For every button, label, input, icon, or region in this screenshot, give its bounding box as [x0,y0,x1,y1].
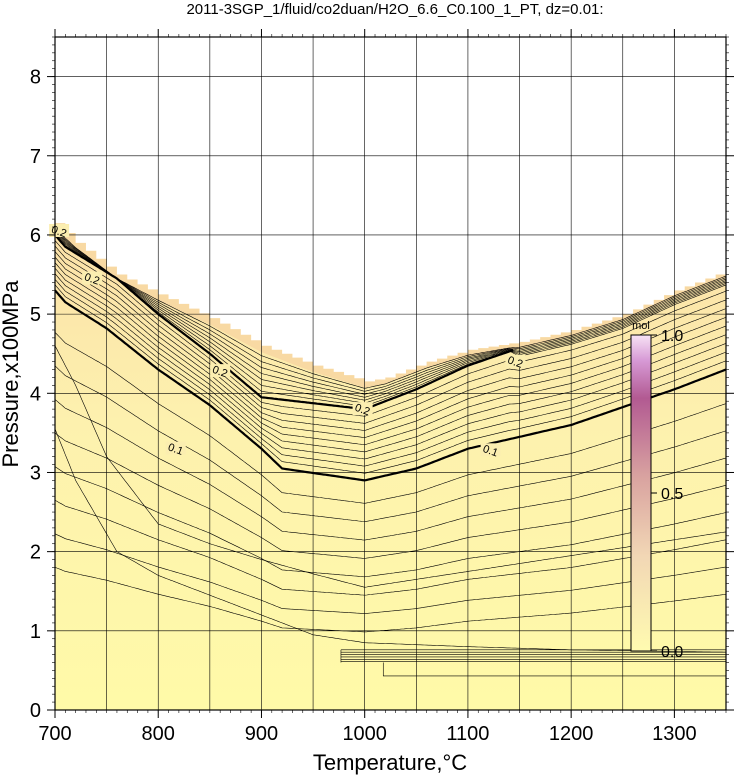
contour-thin [55,365,726,523]
x-tick-label: 1100 [446,723,489,745]
contour-thin [55,399,726,541]
plot-frame [54,36,727,711]
contour-level-0.2 [55,234,514,411]
colorbar: mol 0.0 0.5 1.0 [630,320,683,661]
contour-label: 0.2 [353,402,371,419]
y-tick-label: 6 [30,225,41,247]
x-axis-title: Temperature,°C [313,750,467,775]
y-tick-label: 1 [30,621,41,643]
contour-thin [55,262,726,446]
contour-labels: 0.2 0.2 0.2 0.2 0.1 0.1 0.2 [49,224,526,460]
x-tick-label: 700 [38,723,71,745]
contour-thin [55,251,726,431]
x-tick-label: 900 [245,723,278,745]
colorbar-ticks: 0.0 0.5 1.0 [651,328,683,661]
contour-thin [55,240,726,417]
contour-thin [382,662,726,677]
contour-label: 0.2 [50,224,68,241]
contour-label: 0.2 [83,271,101,288]
colorbar-tick-label: 0.0 [661,644,683,661]
x-tick-label: 1300 [652,723,697,745]
contour-thin [55,345,726,588]
contour-thin [55,567,726,633]
contour-label: 0.1 [166,441,184,458]
contour-label-bg [165,441,186,455]
contour-label: 0.2 [506,354,524,371]
x-tick-label: 800 [142,723,175,745]
contour-thin [55,227,726,389]
contour-lines [55,227,726,677]
contour-thin [55,332,726,504]
contour-label: 0.1 [481,443,499,460]
contour-thin [55,466,726,578]
contour-level-0.1 [55,289,726,482]
contour-thin [55,499,726,596]
grid [55,37,726,710]
contour-thin [55,229,726,395]
colorbar-tick-label: 0.5 [661,486,683,503]
y-axis-title: Pressure,x100MPa [0,280,23,468]
y-tick-label: 2 [30,542,41,564]
contour-thin [55,245,726,424]
contour-thin [55,428,726,653]
y-tick-label: 8 [30,67,41,89]
contour-thin [55,256,726,438]
contour-label: 0.2 [211,364,229,381]
contour-thin [55,279,726,467]
contour-thin [55,268,726,453]
contour-thin [55,230,726,398]
y-tick-label: 5 [30,304,41,326]
contour-thin [55,533,726,614]
contour-label-bg [352,402,373,416]
field-gradient [55,229,726,710]
y-tick-label: 3 [30,462,41,484]
contour-thin [55,432,726,559]
y-tick-label: 0 [30,700,41,722]
axis-ticks: 700 800 900 1000 1100 1200 1300 0 1 2 3 4 5 6 7 8 [30,29,734,745]
contour-thin [55,232,726,404]
y-tick-label: 7 [30,146,41,168]
colorbar-tick-label: 1.0 [661,328,683,345]
contour-thin [55,228,726,392]
x-tick-label: 1000 [342,723,387,745]
contour-thin [55,233,726,407]
contour-label-bg [505,354,526,368]
field-fill [55,223,726,710]
contour-label-bg [210,364,231,378]
chart-title: 2011-3SGP_1/fluid/co2duan/H2O_6.6_C0.100… [186,1,603,18]
y-tick-label: 4 [30,383,41,405]
x-tick-label: 1200 [549,723,594,745]
colorbar-unit: mol [632,320,650,332]
contour-label-bg [82,271,103,285]
contour-thin [55,284,726,474]
contour-thin [55,273,726,460]
colorbar-gradient [630,334,652,652]
contour-thin [55,231,726,401]
contour-label-bg [480,443,501,457]
